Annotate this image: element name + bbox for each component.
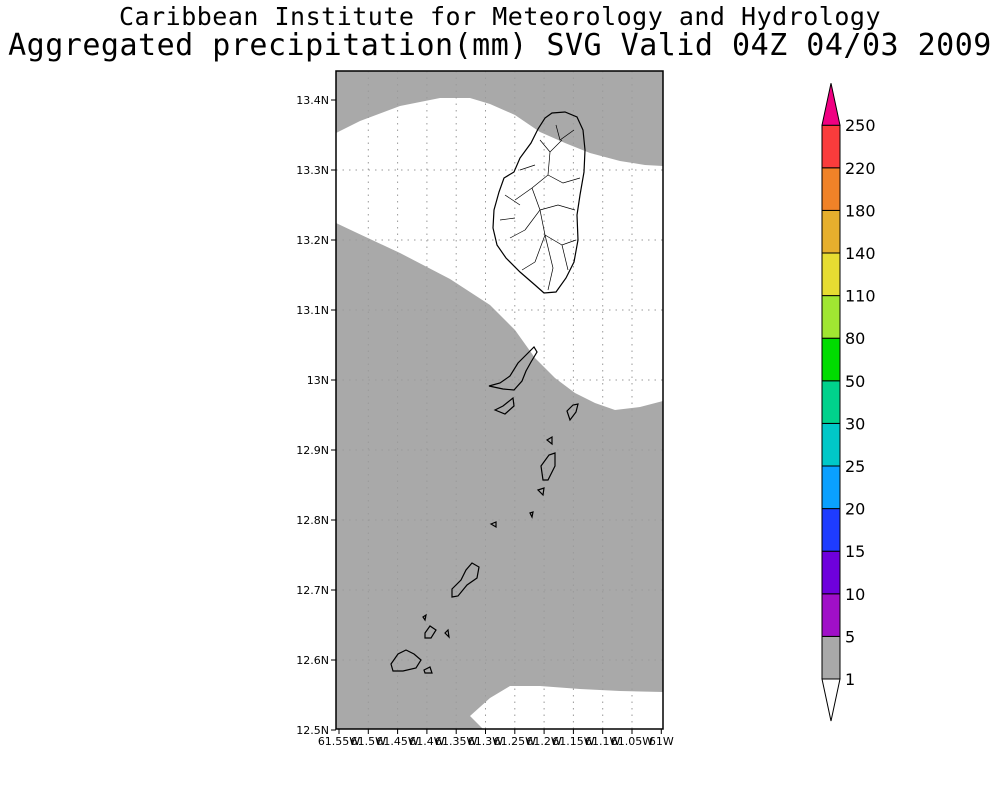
lat-tick-label: 13.4N [296, 94, 329, 107]
precip-region-north [336, 71, 663, 166]
colorbar-level-label: 5 [845, 627, 855, 646]
coastline-bequia [488, 346, 538, 391]
colorbar-segment [821, 252, 841, 297]
coastline-small-cay-8 [423, 666, 433, 674]
colorbar-level-label: 15 [845, 542, 865, 561]
lon-tick-label: 61.2W [526, 735, 561, 748]
lon-tick-label: 61.25W [494, 735, 536, 748]
lat-tick-label: 13N [307, 374, 329, 387]
colorbar-level-label: 250 [845, 116, 876, 135]
colorbar-lower-arrow [821, 678, 841, 722]
colorbar-level-label: 20 [845, 500, 865, 519]
lat-tick-label: 12.7N [296, 584, 329, 597]
colorbar-level-label: 30 [845, 414, 865, 433]
lon-tick-label: 61.3W [468, 735, 503, 748]
colorbar-segment [821, 635, 841, 680]
colorbar-segment [821, 508, 841, 552]
st-vincent-rivers [499, 124, 581, 291]
coastline-canouan [540, 452, 556, 481]
lat-tick-label: 13.2N [296, 234, 329, 247]
coastline-st-vincent [492, 111, 586, 294]
lat-tick-label: 12.8N [296, 514, 329, 527]
colorbar-level-label: 1 [845, 670, 855, 689]
colorbar-upper-arrow [821, 83, 841, 126]
colorbar-segment [821, 295, 841, 339]
lat-tick-label: 13.3N [296, 164, 329, 177]
map-subtitle: Aggregated precipitation(mm) SVG Valid 0… [8, 28, 992, 63]
colorbar-segment [821, 167, 841, 211]
map-frame [335, 70, 664, 730]
colorbar-segment [821, 124, 841, 169]
coastline-small-cay-6 [424, 625, 437, 639]
map-title: Caribbean Institute for Meteorology and … [118, 2, 881, 31]
coastline-mustique [566, 403, 579, 422]
lon-tick-label: 61.35W [435, 735, 477, 748]
colorbar-level-label: 110 [845, 287, 876, 306]
latitude-axis: 13.4N 13.3N 13.2N 13.1N 13N 12.9N 12.8N 12.7N 12… [296, 94, 336, 737]
lat-tick-label: 12.5N [296, 724, 329, 737]
colorbar-level-label: 10 [845, 585, 865, 604]
colorbar-level-label: 50 [845, 372, 865, 391]
coastline-small-cay-5 [529, 511, 534, 519]
colorbar-segment [821, 422, 841, 467]
colorbar-segment [821, 550, 841, 595]
coastline-union-island [451, 562, 480, 598]
coastline-carriacou [390, 649, 422, 672]
colorbar-level-label: 25 [845, 457, 865, 476]
longitude-axis: 61.55W61.5W61.45W61.4W61.35W61.3W61.25W6… [318, 729, 674, 748]
lon-tick-label: 61.45W [376, 735, 418, 748]
coastline-small-cay-7 [444, 628, 450, 639]
lon-tick-label: 61.55W [318, 735, 360, 748]
coastline-small-cay-9 [422, 613, 427, 622]
lat-tick-label: 13.1N [296, 304, 329, 317]
colorbar-segment [821, 380, 841, 424]
lon-tick-label: 61.1W [585, 735, 620, 748]
lon-tick-label: 61.15W [552, 735, 594, 748]
coastline-small-cay-2 [545, 435, 553, 446]
coastlines [390, 111, 586, 674]
precip-region-south [336, 223, 663, 729]
lon-tick-label: 61.5W [351, 735, 386, 748]
coastline-small-cay-3 [536, 487, 545, 497]
lat-tick-label: 12.9N [296, 444, 329, 457]
lon-tick-label: 61W [649, 735, 674, 748]
lat-tick-label: 12.6N [296, 654, 329, 667]
lon-tick-label: 61.05W [611, 735, 653, 748]
coastline-small-cay-1 [493, 396, 515, 415]
colorbar-segment [821, 209, 841, 254]
map-grid [336, 71, 663, 729]
coastline-small-cay-4 [489, 521, 497, 529]
colorbar-segment [821, 593, 841, 637]
colorbar-level-label: 80 [845, 329, 865, 348]
colorbar-segment [821, 465, 841, 510]
map-panel: 13.4N 13.3N 13.2N 13.1N 13N 12.9N 12.8N 12.7N 12… [296, 70, 674, 748]
colorbar-level-label: 220 [845, 159, 876, 178]
colorbar-level-label: 140 [845, 244, 876, 263]
lon-tick-label: 61.4W [409, 735, 444, 748]
colorbar-segment [821, 337, 841, 382]
colorbar-level-label: 180 [845, 201, 876, 220]
